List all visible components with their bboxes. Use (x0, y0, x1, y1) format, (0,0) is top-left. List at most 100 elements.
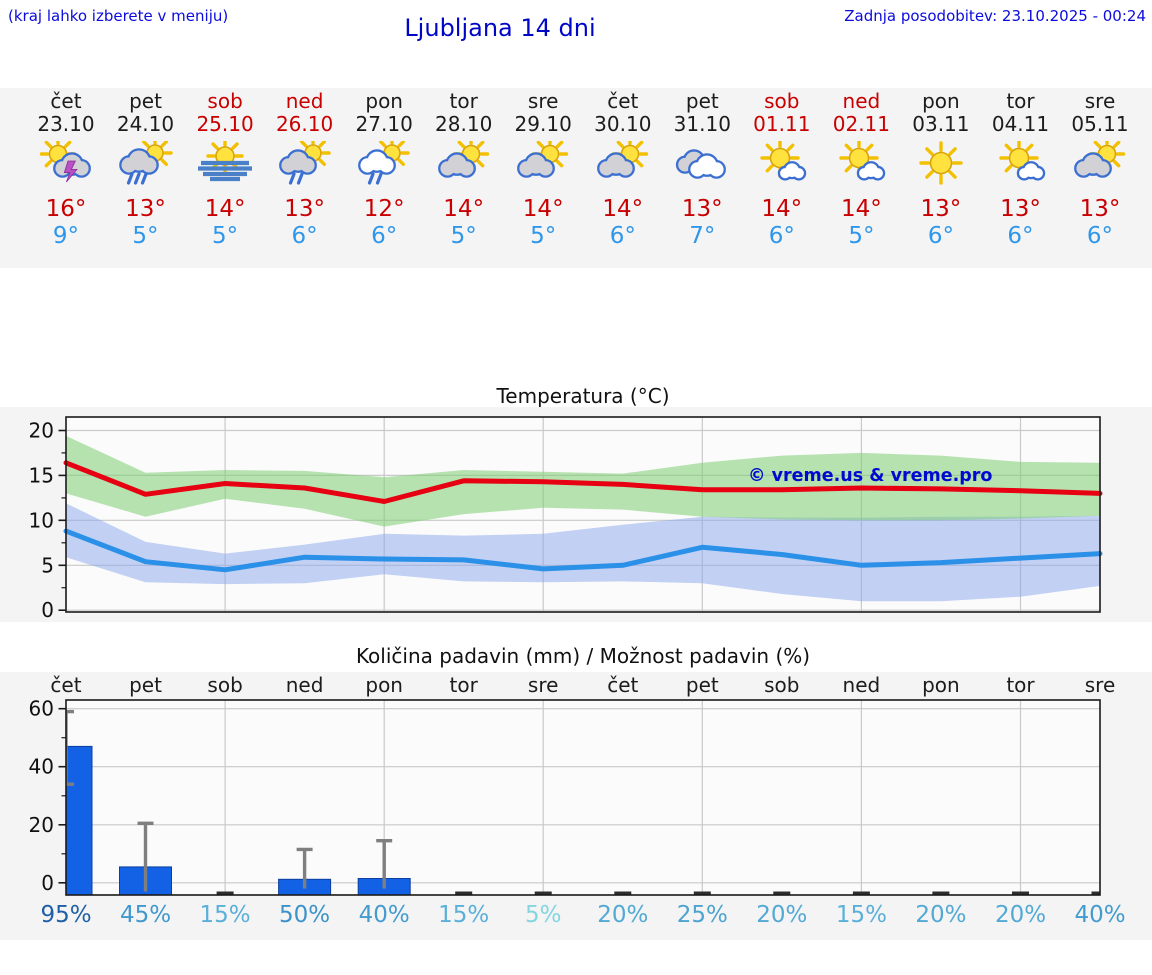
day-name-label: pet (129, 89, 162, 113)
weather-icon-sun-small-cloud (742, 138, 822, 187)
high-temp-label: 14° (443, 196, 485, 222)
day-name-label: pet (685, 89, 719, 113)
error-bar (66, 709, 74, 786)
low-temp-label: 5° (450, 223, 477, 249)
low-temp-label: 6° (371, 223, 398, 249)
precip-zero-mark (614, 891, 632, 895)
day-date-label: 03.11 (912, 112, 970, 136)
precip-zero-mark (932, 891, 950, 895)
weather-icon-drizzle-white (344, 135, 424, 187)
day-name-label: ned (842, 89, 881, 113)
pop-label: 15% (835, 902, 887, 928)
high-temp-label: 13° (284, 196, 325, 222)
weather-icon-partly (503, 135, 583, 187)
temp-y-tick-label: 5 (41, 553, 54, 577)
weather-icon-cloudy (662, 141, 742, 187)
weather-icon-storm (26, 135, 106, 187)
precip-day-label: sob (764, 673, 800, 697)
day-name-label: čet (50, 89, 82, 113)
pop-label: 40% (358, 902, 410, 928)
day-name-label: sre (527, 89, 559, 113)
precip-y-tick-label: 60 (29, 697, 54, 721)
precip-day-label: ned (285, 673, 324, 697)
precip-bar (66, 745, 93, 895)
pop-label: 50% (279, 902, 331, 928)
pop-label: 45% (119, 902, 172, 928)
day-date-label: 04.11 (991, 112, 1050, 136)
low-temp-label: 6° (609, 223, 636, 249)
high-temp-label: 13° (125, 196, 166, 222)
day-date-label: 30.10 (594, 112, 652, 136)
error-bar (376, 839, 393, 889)
day-column: sob 01.11 14° 6° (742, 88, 822, 268)
day-name-label: sob (207, 89, 243, 113)
low-temp-label: 7° (689, 223, 716, 249)
day-column: pet 24.10 13° 5° (106, 88, 186, 268)
precip-zero-mark (216, 891, 234, 895)
day-column: tor 04.11 13° 6° (981, 88, 1061, 268)
day-name-label: tor (449, 89, 478, 113)
precip-day-label: pon (922, 673, 960, 697)
weather-icon-partly (1060, 135, 1140, 187)
weather-icon-drizzle-gray (265, 135, 345, 187)
weather-icon-partly (583, 135, 663, 187)
precip-zero-mark (534, 891, 552, 895)
day-name-label: ned (285, 89, 324, 113)
weather-icon-fog (185, 137, 265, 187)
day-column: sre 05.11 13° 6° (1060, 88, 1140, 268)
day-column: pet 31.10 13° 7° (662, 88, 742, 268)
temp-y-tick-label: 0 (41, 598, 54, 622)
low-temp-label: 5° (212, 223, 239, 249)
day-name-label: tor (1006, 89, 1035, 113)
pop-label: 20% (597, 902, 649, 928)
high-temp-label: 14° (522, 196, 564, 222)
day-date-label: 23.10 (37, 112, 95, 136)
precip-plot-frame (65, 699, 1101, 896)
high-temp-label: 13° (681, 196, 723, 222)
temp-y-tick-label: 10 (29, 508, 54, 532)
low-temp-label: 5° (132, 223, 159, 249)
menu-hint: (kraj lahko izberete v meniju) (8, 7, 229, 25)
day-column: pon 03.11 13° 6° (901, 88, 981, 268)
low-temp-label: 6° (291, 223, 318, 249)
precip-y-axis: 0 20 40 60 (29, 697, 66, 895)
pop-label: 20% (994, 902, 1047, 928)
low-temp-label: 6° (927, 223, 954, 249)
low-temp-label: 6° (1086, 223, 1114, 249)
day-name-label: pon (922, 89, 960, 113)
precip-day-label: čet (50, 673, 82, 697)
precip-zero-mark (455, 891, 473, 895)
day-column: sob 25.10 14° 5° (185, 88, 265, 268)
pop-label: 20% (915, 902, 967, 928)
max-temperature-line (63, 460, 1103, 504)
day-column: ned 26.10 13° 6° (265, 88, 345, 268)
precip-zero-mark (773, 891, 791, 895)
error-bar (296, 847, 313, 889)
precip-chart-title: Količina padavin (mm) / Možnost padavin … (355, 644, 811, 668)
precip-day-label: čet (607, 673, 639, 697)
forecast-strip: čet 23.10 16° 9° pet 24.10 13° 5° sob 25… (0, 88, 1152, 268)
day-name-label: sre (1084, 89, 1116, 113)
precip-day-label: sob (207, 673, 243, 697)
high-temp-label: 14° (761, 196, 803, 222)
weather-icon-partly (424, 135, 504, 187)
day-column: tor 28.10 14° 5° (424, 88, 504, 268)
temperature-chart: 0 5 10 15 20 (29, 416, 1103, 622)
temp-y-tick-label: 15 (29, 463, 54, 487)
precip-day-label: tor (1006, 673, 1035, 697)
day-date-label: 29.10 (514, 112, 572, 136)
low-temp-label: 5° (848, 223, 875, 249)
precip-zero-mark (693, 891, 711, 895)
error-bar (137, 821, 154, 892)
day-name-label: čet (607, 89, 639, 113)
precip-zero-mark (1091, 891, 1100, 895)
low-temp-label: 6° (1007, 223, 1034, 249)
weather-icon-sun-small-cloud (821, 138, 901, 187)
precip-plot-area (66, 700, 1100, 895)
day-column: sre 29.10 14° 5° (503, 88, 583, 268)
high-temp-label: 12° (363, 196, 405, 222)
pop-label: 40% (1074, 902, 1126, 928)
min-temperature-range (66, 503, 1100, 602)
high-temp-label: 14° (602, 196, 644, 222)
